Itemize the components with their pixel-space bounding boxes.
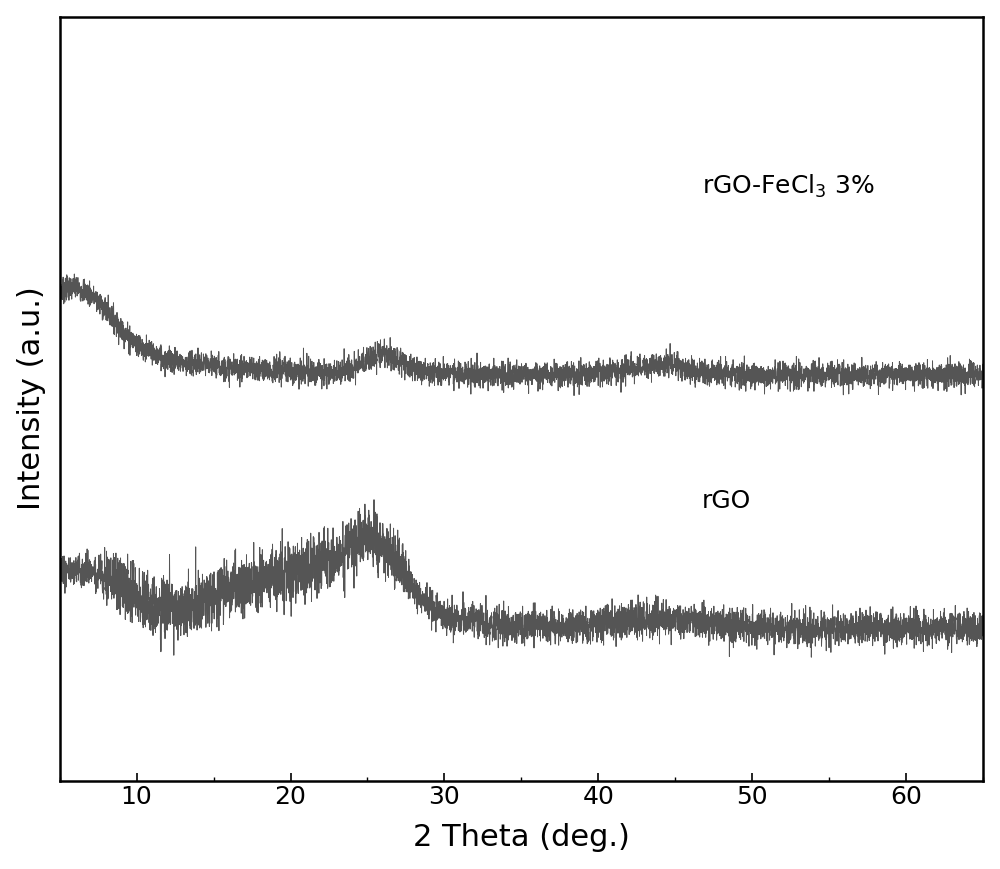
Y-axis label: Intensity (a.u.): Intensity (a.u.) [17,287,46,510]
Text: rGO: rGO [702,489,751,514]
Text: rGO-FeCl$_3$ 3%: rGO-FeCl$_3$ 3% [702,173,874,200]
X-axis label: 2 Theta (deg.): 2 Theta (deg.) [413,823,630,852]
